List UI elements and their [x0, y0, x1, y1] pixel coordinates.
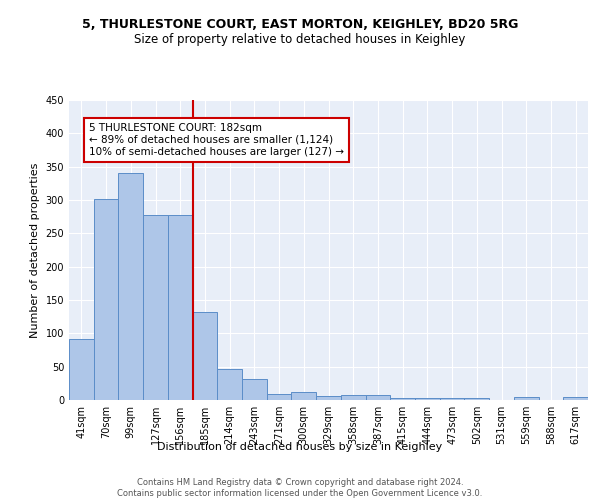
Bar — [440, 398, 464, 400]
Bar — [168, 216, 193, 400]
Bar — [464, 398, 489, 400]
Text: Size of property relative to detached houses in Keighley: Size of property relative to detached ho… — [134, 32, 466, 46]
Y-axis label: Number of detached properties: Number of detached properties — [30, 162, 40, 338]
Bar — [143, 216, 168, 400]
Bar — [390, 398, 415, 400]
Bar — [341, 396, 365, 400]
Bar — [242, 380, 267, 400]
Bar — [217, 370, 242, 400]
Bar — [118, 174, 143, 400]
Text: 5, THURLESTONE COURT, EAST MORTON, KEIGHLEY, BD20 5RG: 5, THURLESTONE COURT, EAST MORTON, KEIGH… — [82, 18, 518, 30]
Text: 5 THURLESTONE COURT: 182sqm
← 89% of detached houses are smaller (1,124)
10% of : 5 THURLESTONE COURT: 182sqm ← 89% of det… — [89, 124, 344, 156]
Text: Contains HM Land Registry data © Crown copyright and database right 2024.
Contai: Contains HM Land Registry data © Crown c… — [118, 478, 482, 498]
Bar — [94, 198, 118, 400]
Bar — [69, 340, 94, 400]
Bar — [316, 396, 341, 400]
Bar — [415, 398, 440, 400]
Bar — [563, 398, 588, 400]
Bar — [514, 398, 539, 400]
Text: Distribution of detached houses by size in Keighley: Distribution of detached houses by size … — [157, 442, 443, 452]
Bar — [267, 394, 292, 400]
Bar — [365, 394, 390, 400]
Bar — [292, 392, 316, 400]
Bar — [193, 312, 217, 400]
